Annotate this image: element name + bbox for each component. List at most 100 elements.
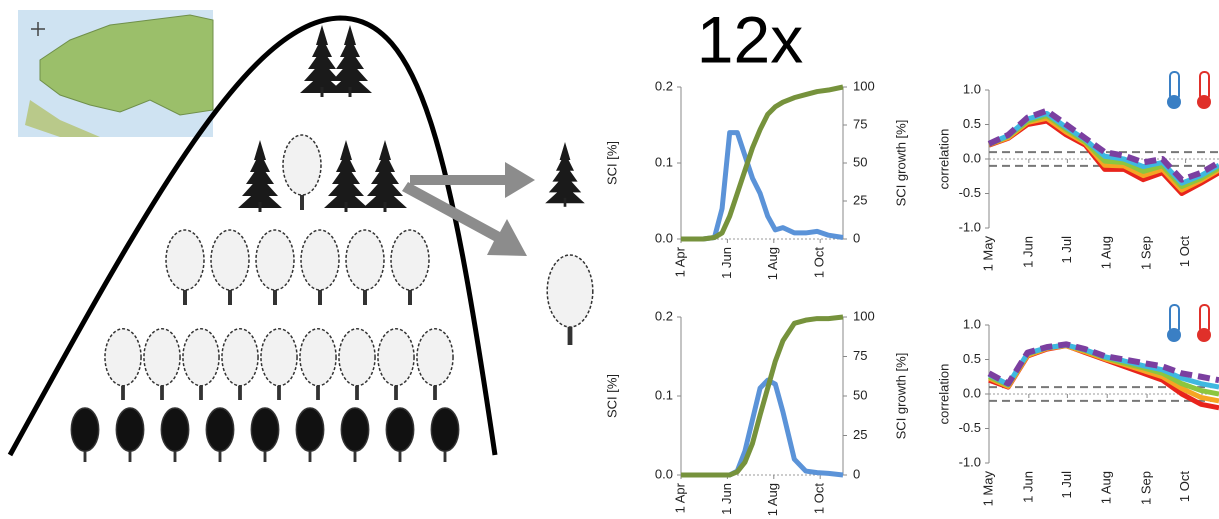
x-tick-label: 1 Sep [1138,471,1153,505]
dark-tree [115,407,145,452]
y-tick-label: -0.5 [959,420,981,435]
multiplier-label: 12x [697,2,803,76]
x-tick-label: 1 Aug [765,247,780,280]
x-tick-label: 1 Oct [812,483,827,514]
x-tick-label: 1 Aug [1099,236,1114,269]
y-tick-label: -1.0 [959,454,981,469]
y-tick-label: 0.1 [655,154,673,169]
y2-tick-label: 0 [853,466,860,481]
conifer-tree [545,142,585,204]
tree-trunk [199,376,203,400]
deciduous-tree [338,328,376,387]
tree-trunk [121,376,125,400]
hot-icon [1197,95,1211,109]
thermometer-icons [1167,71,1211,342]
y2-tick-label: 25 [853,192,867,207]
tree-trunk [183,280,187,305]
conifer-tree [300,25,344,93]
tree-trunk [433,376,437,400]
dark-tree [385,407,415,452]
y-axis-label: SCI [%] [604,141,619,185]
y-axis-label: correlation [936,129,951,190]
tree-trunk [567,315,573,345]
tree-trunk [308,444,312,462]
y-axis-label: SCI [%] [604,374,619,418]
arrows [402,162,535,256]
series-line [988,342,1219,397]
dark-tree [295,407,325,452]
series-line [987,107,1219,183]
deciduous-tree [104,328,142,387]
x-tick-label: 1 May [980,236,995,272]
cold-icon [1167,328,1181,342]
y-tick-label: 0.1 [655,387,673,402]
tree-trunk [277,376,281,400]
tree-trunk [320,87,324,97]
deciduous-tree [210,229,250,291]
tree-trunk [348,87,352,97]
deciduous-tree [221,328,259,387]
tree-trunk [273,280,277,305]
tree-trunk [394,376,398,400]
deciduous-tree [143,328,181,387]
tree-trunk [263,444,267,462]
deciduous-tree [260,328,298,387]
tree-trunk [128,444,132,462]
x-tick-label: 1 Oct [812,247,827,278]
tree-trunk [258,202,262,212]
deciduous-tree [255,229,295,291]
y2-tick-label: 50 [853,387,867,402]
x-tick-label: 1 Oct [1177,236,1192,267]
deciduous-tree [546,254,594,328]
tree-trunk [228,280,232,305]
series-line [987,341,1219,387]
tree-trunk [443,444,447,462]
trees [70,25,594,462]
dark-tree [160,407,190,452]
arrow [402,182,527,256]
dark-tree [250,407,280,452]
deciduous-tree [282,134,322,196]
y2-tick-label: 100 [853,78,875,93]
y2-tick-label: 75 [853,116,867,131]
deciduous-tree [390,229,430,291]
y-tick-label: 0.5 [963,116,981,131]
deciduous-tree [345,229,385,291]
deciduous-tree [300,229,340,291]
dark-tree [430,407,460,452]
tree-trunk [83,444,87,462]
x-tick-label: 1 Jun [719,247,734,279]
tree-trunk [355,376,359,400]
tree-trunk [316,376,320,400]
x-tick-label: 1 Oct [1177,471,1192,502]
y-tick-label: 0.0 [963,150,981,165]
y2-axis-label: SCI growth [%] [893,120,908,207]
y-tick-label: 1.0 [963,81,981,96]
tree-trunk [344,202,348,212]
y-axis-label: correlation [936,364,951,425]
y2-tick-label: 25 [853,427,867,442]
y-tick-label: 0.2 [655,308,673,323]
x-tick-label: 1 Apr [672,246,687,277]
y2-tick-label: 100 [853,308,875,323]
y-tick-label: 0.0 [963,385,981,400]
tree-trunk [408,280,412,305]
conifer-tree [238,140,282,208]
series-line [681,130,844,242]
y-tick-label: 1.0 [963,316,981,331]
europe-map [18,10,214,137]
y-tick-label: 0.5 [963,351,981,366]
tree-trunk [238,376,242,400]
x-tick-label: 1 Jul [1059,471,1074,499]
series-line [681,84,844,242]
tree-trunk [563,197,567,207]
dark-tree [205,407,235,452]
tree-trunk [318,280,322,305]
y-tick-label: 0.2 [655,78,673,93]
series-line [681,377,844,478]
tree-trunk [363,280,367,305]
x-tick-label: 1 Jun [719,483,734,515]
x-tick-label: 1 Aug [765,483,780,516]
tree-trunk [218,444,222,462]
